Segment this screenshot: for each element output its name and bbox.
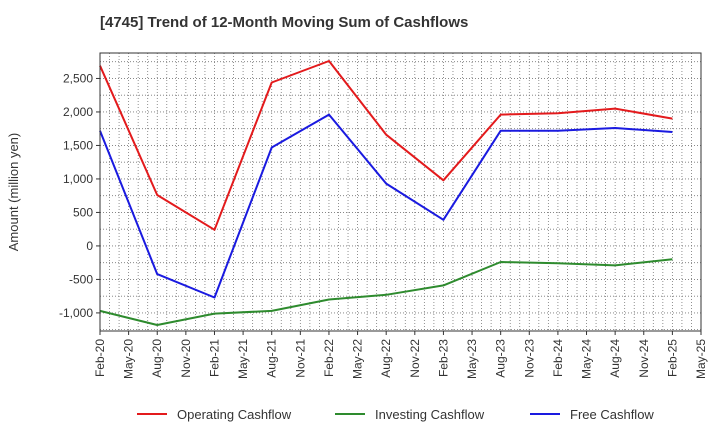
x-tick-label: Nov-21 [293,339,307,378]
legend-label-free-cashflow: Free Cashflow [570,407,654,422]
x-tick-label: Feb-22 [322,339,336,377]
x-tick-label: Aug-24 [608,339,622,378]
y-tick-label: 2,500 [63,71,93,85]
x-tick-label: May-21 [236,339,250,379]
x-tick-label: May-24 [580,339,594,379]
x-tick-label: Aug-20 [150,339,164,378]
x-tick-label: May-23 [465,339,479,379]
x-tick-label: May-20 [122,339,136,379]
x-tick-label: Aug-21 [265,339,279,378]
legend-label-operating-cashflow: Operating Cashflow [177,407,292,422]
y-tick-label: -1,000 [59,306,93,320]
plot-frame [99,52,702,332]
x-tick-label: May-22 [351,339,365,379]
y-axis-title: Amount (million yen) [6,133,21,252]
x-tick-label: Feb-20 [93,339,107,377]
x-axis-ticks: Feb-20 May-20 Aug-20 Nov-20 Feb-21 May-21 Aug-… [93,331,708,379]
x-tick-label: Nov-24 [637,339,651,378]
series-line-free-cashflow [99,113,673,299]
legend: Operating Cashflow Investing Cashflow Free… [137,407,654,422]
x-tick-label: May-25 [694,339,708,379]
x-tick-label: Aug-23 [494,339,508,378]
legend-label-investing-cashflow: Investing Cashflow [375,407,485,422]
x-tick-label: Feb-24 [551,339,565,377]
y-tick-label: 500 [73,205,93,219]
y-tick-label: 1,500 [63,138,93,152]
y-tick-label: 1,000 [63,172,93,186]
x-tick-label: Feb-23 [436,339,450,377]
x-tick-label: Nov-20 [179,339,193,378]
series-lines [99,60,673,326]
series-line-investing-cashflow [99,258,673,326]
y-axis-ticks: -1,000 -500 0 500 1,000 1,500 2,000 2,500 [59,71,100,320]
series-line-operating-cashflow [99,60,673,231]
y-tick-label: 2,000 [63,105,93,119]
x-tick-label: Nov-23 [522,339,536,378]
y-tick-label: -500 [69,272,93,286]
x-tick-label: Nov-22 [408,339,422,378]
y-tick-label: 0 [86,239,93,253]
grid-lines [100,53,701,331]
x-tick-label: Feb-25 [665,339,679,377]
chart-title: [4745] Trend of 12-Month Moving Sum of C… [100,14,469,31]
x-tick-label: Feb-21 [207,339,221,377]
x-tick-label: Aug-22 [379,339,393,378]
